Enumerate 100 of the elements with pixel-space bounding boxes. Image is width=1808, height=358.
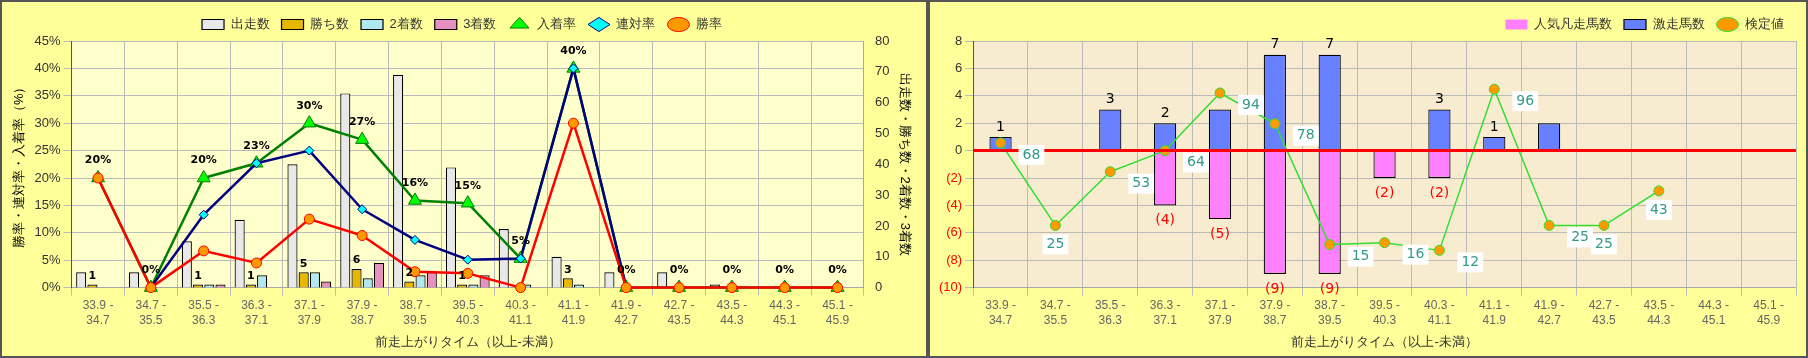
- x-tick-label: 41.9 - 42.7: [1533, 298, 1565, 327]
- x-tick-label: 39.5 - 40.3: [1369, 298, 1400, 327]
- x-tick-label: 44.3 - 45.1: [1698, 298, 1730, 327]
- x-tick-label: 37.1 - 37.9: [1204, 298, 1236, 327]
- legend-label: 3着数: [463, 16, 497, 32]
- x-tick-label: 45.1 - 45.9: [1753, 298, 1784, 327]
- x-tick-label: 39.5 - 40.3: [452, 298, 484, 327]
- x-tick-label: 34.7 - 35.5: [135, 298, 167, 327]
- y2-tick-label: 40: [874, 155, 890, 171]
- x-tick-label: 35.5 - 36.3: [188, 298, 220, 327]
- data-label: 5: [299, 256, 308, 270]
- y-tick-label: 2: [954, 114, 963, 130]
- x-tick-label: 34.7 - 35.5: [1040, 298, 1071, 327]
- y-tick-label: 0: [954, 142, 963, 158]
- data-label: 15: [1351, 247, 1370, 264]
- data-label: 1: [247, 268, 255, 282]
- x-tick-label: 44.3 - 45.1: [769, 298, 801, 327]
- y-tick-label: (10): [938, 279, 963, 295]
- data-label: 94: [1241, 95, 1260, 112]
- legend-label: 人気凡走馬数: [1534, 16, 1612, 32]
- x-tick-label: 37.9 - 38.7: [1259, 298, 1291, 327]
- y-tick-label: 6: [954, 59, 963, 75]
- data-label: 23%: [243, 138, 270, 152]
- data-label: (2): [1374, 183, 1395, 200]
- y-tick-label: 35%: [34, 87, 62, 103]
- data-label: 25: [1571, 228, 1589, 245]
- x-tick-label: 40.3 - 41.1: [1424, 298, 1455, 327]
- data-label: 7: [1270, 35, 1280, 52]
- x-tick-label: 38.7 - 39.5: [399, 298, 431, 327]
- data-label: 96: [1516, 91, 1535, 108]
- data-label: 3: [1434, 90, 1444, 107]
- data-label: 3: [563, 262, 572, 276]
- data-label: 7: [1325, 35, 1335, 52]
- data-label: 30%: [296, 98, 323, 112]
- data-label: 25: [1595, 235, 1613, 252]
- y-tick-label: (6): [946, 224, 963, 240]
- data-label: 12: [1461, 253, 1480, 270]
- data-label: 64: [1187, 153, 1206, 170]
- y-tick-label: 10%: [34, 224, 62, 240]
- data-label: 1: [88, 268, 97, 282]
- y2-tick-label: 80: [874, 32, 890, 48]
- legend-label: 検定値: [1745, 16, 1784, 32]
- x-tick-label: 45.1 - 45.9: [822, 298, 853, 327]
- y2-tick-label: 60: [874, 94, 890, 110]
- x-tick-label: 43.5 - 44.3: [1643, 298, 1675, 327]
- data-label: (4): [1155, 211, 1176, 228]
- data-label: 0%: [775, 262, 795, 276]
- y2-axis-title: 出走数・勝ち数・2着数・3着数: [897, 72, 913, 257]
- y-tick-label: 8: [954, 32, 963, 48]
- x-tick-label: 33.9 - 34.7: [985, 298, 1016, 327]
- data-label: 2: [1160, 103, 1170, 120]
- data-label: 27%: [348, 115, 376, 128]
- data-label: 0%: [669, 262, 689, 276]
- data-label: 1: [1489, 117, 1499, 134]
- data-label: 3: [1105, 90, 1115, 107]
- y2-tick-label: 10: [874, 248, 890, 264]
- legend-label: 連対率: [616, 16, 656, 32]
- legend-label: 勝率: [695, 16, 722, 32]
- data-label: (9): [1264, 279, 1285, 296]
- data-label: 53: [1132, 174, 1151, 191]
- data-label: 40%: [560, 43, 587, 57]
- data-label: 6: [352, 253, 361, 267]
- data-label: 16: [1406, 245, 1425, 262]
- legend-label: 出走数: [230, 16, 270, 32]
- y-tick-label: 20%: [34, 169, 62, 185]
- y-tick-label: (2): [946, 169, 963, 185]
- data-label: 20%: [190, 153, 217, 167]
- y2-tick-label: 30: [874, 186, 890, 202]
- x-axis-title: 前走上がりタイム（以上-未満）: [374, 333, 561, 349]
- data-label: (2): [1429, 183, 1450, 200]
- y-tick-label: 45%: [34, 32, 62, 48]
- y2-tick-label: 0: [874, 279, 883, 295]
- y-tick-label: 30%: [34, 114, 62, 130]
- x-tick-label: 42.7 - 43.5: [1588, 298, 1620, 327]
- data-label: 25: [1046, 235, 1065, 252]
- x-tick-label: 38.7 - 39.5: [1314, 298, 1346, 327]
- x-tick-label: 41.9 - 42.7: [610, 298, 642, 327]
- x-tick-label: 37.1 - 37.9: [293, 298, 325, 327]
- x-axis-title: 前走上がりタイム（以上-未満）: [1291, 333, 1478, 349]
- y-tick-label: 4: [954, 87, 963, 103]
- data-label: 20%: [84, 153, 112, 167]
- y2-tick-label: 20: [874, 217, 890, 233]
- data-label: 68: [1022, 145, 1041, 162]
- legend-label: 勝ち数: [310, 16, 350, 32]
- y-axis-title: 勝率・連対率・入着率（%）: [11, 80, 27, 249]
- x-tick-label: 40.3 - 41.1: [505, 298, 536, 327]
- data-label: 1: [996, 117, 1006, 134]
- data-label: 1: [194, 268, 202, 282]
- y2-tick-label: 70: [874, 63, 890, 79]
- x-tick-label: 36.3 - 37.1: [1149, 298, 1181, 327]
- x-tick-label: 36.3 - 37.1: [241, 298, 272, 327]
- y-tick-label: (8): [946, 251, 963, 267]
- data-label: 15%: [454, 178, 481, 192]
- legend-label: 激走馬数: [1652, 16, 1705, 32]
- data-label: 43: [1649, 200, 1668, 217]
- x-tick-label: 42.7 - 43.5: [663, 298, 695, 327]
- legend-label: 入着率: [536, 16, 576, 32]
- data-label: (5): [1210, 224, 1230, 241]
- data-label: 0%: [722, 262, 742, 276]
- x-tick-label: 33.9 - 34.7: [82, 298, 114, 327]
